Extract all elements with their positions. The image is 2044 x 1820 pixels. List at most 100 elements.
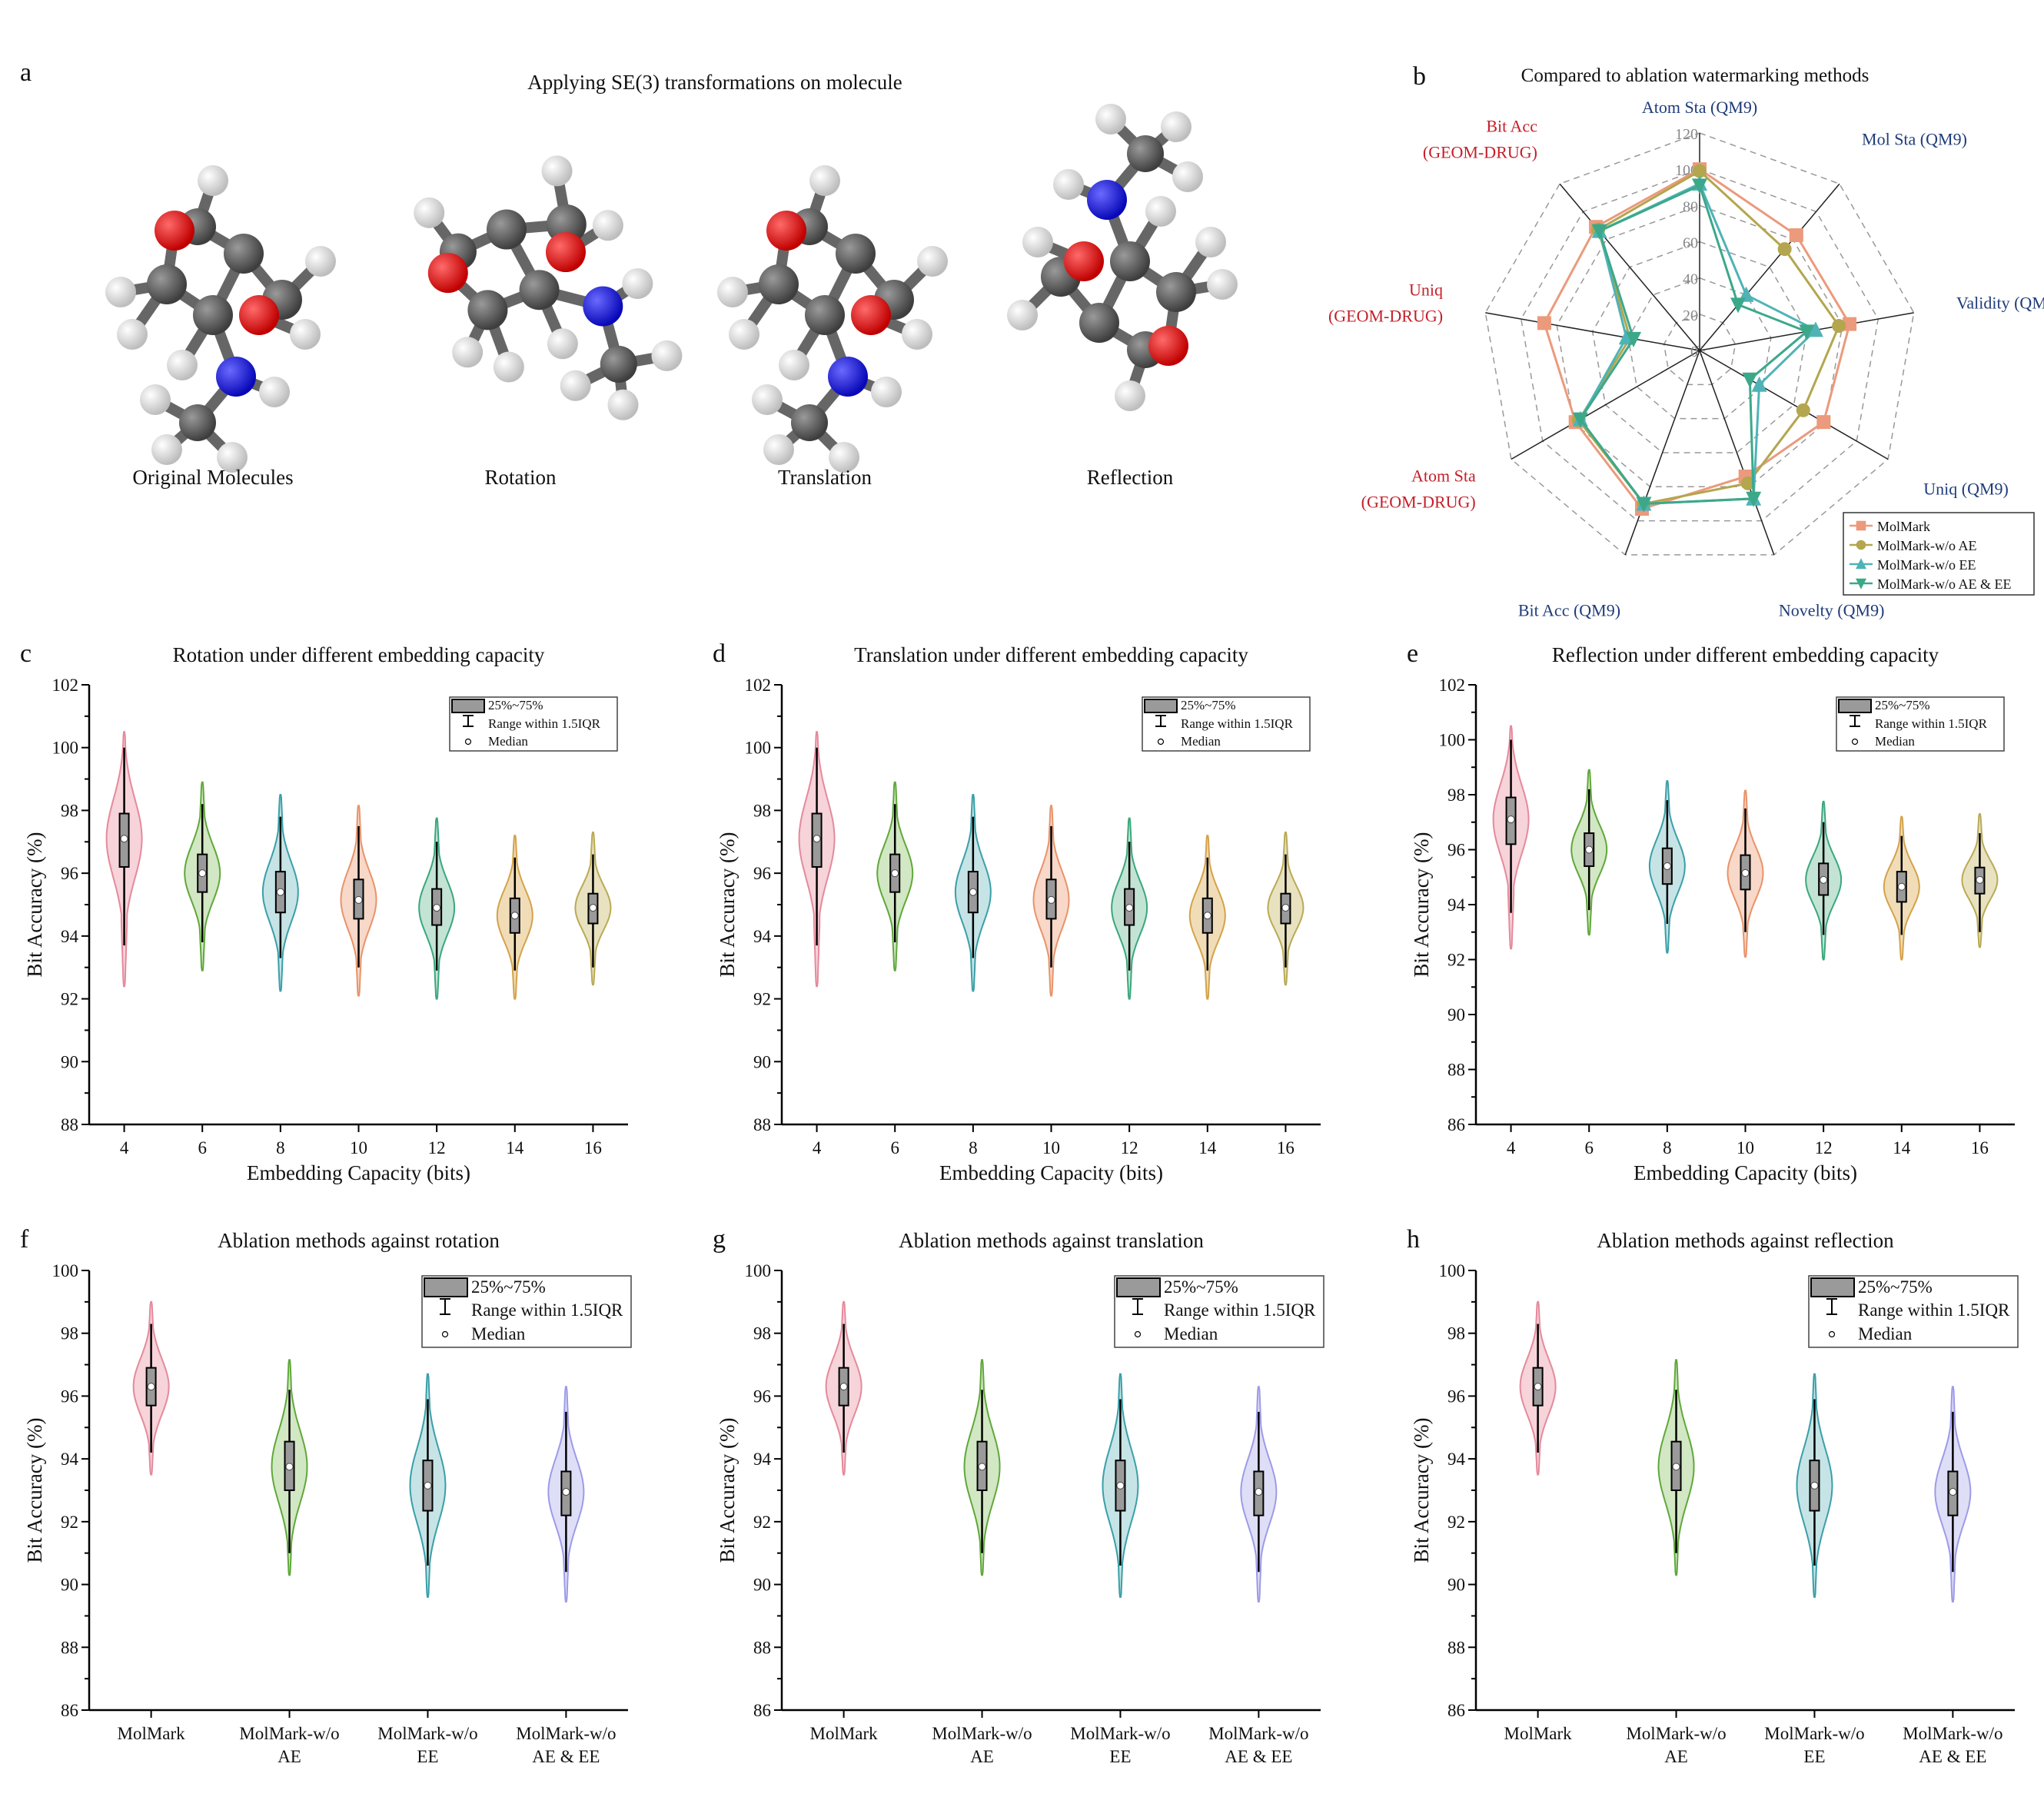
median-marker xyxy=(1810,1481,1819,1490)
hydrogen-atom xyxy=(607,389,639,420)
legend-whisker-label: Range within 1.5IQR xyxy=(471,1300,623,1320)
violin-0 xyxy=(1519,1300,1557,1476)
median-marker xyxy=(147,1383,155,1391)
radar-series-3 xyxy=(1572,178,1815,513)
violin-4 xyxy=(418,817,456,1000)
hydrogen-atom xyxy=(622,268,653,300)
legend-whisker-label: Range within 1.5IQR xyxy=(1164,1300,1316,1320)
nitrogen-atom xyxy=(583,286,623,327)
y-tick-label: 90 xyxy=(1447,1005,1465,1025)
y-tick-label: 86 xyxy=(61,1701,78,1720)
violin-0 xyxy=(105,731,143,988)
marker-circle xyxy=(1777,242,1792,257)
median-marker xyxy=(276,888,284,896)
panel-a: a Applying SE(3) transformations on mole… xyxy=(20,58,1238,489)
chart-title: Reflection under different embedding cap… xyxy=(1552,643,1939,666)
hydrogen-atom xyxy=(290,319,321,350)
oxygen-atom xyxy=(239,295,279,335)
y-tick-label: 88 xyxy=(61,1115,78,1134)
violin-0 xyxy=(132,1300,170,1476)
violin-chart-g: g Ablation methods against translation 86 8… xyxy=(713,1225,1324,1766)
oxygen-atom xyxy=(1064,241,1104,281)
radar-axis-label: (GEOM-DRUG) xyxy=(1328,307,1443,326)
violin-5 xyxy=(1883,815,1920,961)
median-marker xyxy=(891,869,899,878)
y-axis-label: Bit Accuracy (%) xyxy=(23,1418,46,1563)
hydrogen-atom xyxy=(871,377,902,407)
x-tick-label: 10 xyxy=(350,1138,367,1157)
x-tick-label: MolMark-w/o xyxy=(1903,1724,2002,1743)
hydrogen-atom xyxy=(1095,104,1126,135)
legend-median-icon xyxy=(441,1330,449,1338)
median-marker xyxy=(424,1481,432,1490)
legend-box-label: 25%~75% xyxy=(1181,698,1236,712)
marker-triangle-down xyxy=(1742,372,1758,388)
hydrogen-atom xyxy=(1053,169,1084,200)
hydrogen-atom xyxy=(717,277,748,307)
radar-title: Compared to ablation watermarking method… xyxy=(1521,65,1870,86)
legend-box-label: 25%~75% xyxy=(1164,1277,1238,1297)
marker-triangle-up xyxy=(1807,321,1823,337)
radar-tick-label: 120 xyxy=(1675,126,1698,143)
y-tick-label: 100 xyxy=(52,1261,79,1280)
legend-median-icon xyxy=(1851,738,1859,746)
legend-box-label: 25%~75% xyxy=(1875,698,1930,712)
marker-square xyxy=(1843,317,1857,331)
carbon-atom xyxy=(486,209,527,250)
legend-median-icon xyxy=(1157,738,1165,746)
y-tick-label: 102 xyxy=(745,676,772,695)
y-tick-label: 88 xyxy=(61,1638,78,1657)
violin-legend: 25%~75% Range within 1.5IQR Median xyxy=(1114,1275,1324,1348)
radar-axis-label: Atom Sta (QM9) xyxy=(1642,98,1757,117)
oxygen-atom xyxy=(427,253,468,294)
y-tick-label: 100 xyxy=(745,739,772,758)
x-tick-label: 8 xyxy=(1663,1138,1672,1157)
oxygen-atom xyxy=(766,211,806,251)
legend-label: MolMark-w/o AE xyxy=(1877,538,1977,553)
y-tick-label: 94 xyxy=(1447,895,1466,915)
y-axis-label: Bit Accuracy (%) xyxy=(1410,832,1433,978)
y-tick-label: 88 xyxy=(1447,1638,1465,1657)
legend-label: MolMark xyxy=(1877,519,1930,534)
legend-median-icon xyxy=(1828,1330,1836,1338)
x-tick-label: 12 xyxy=(428,1138,446,1157)
marker-circle xyxy=(1740,476,1755,490)
marker-triangle-down xyxy=(1692,178,1707,194)
y-tick-label: 96 xyxy=(1447,841,1465,860)
hydrogen-atom xyxy=(752,384,783,415)
radar-axis-label: (GEOM-DRUG) xyxy=(1423,143,1537,162)
y-tick-label: 88 xyxy=(753,1638,771,1657)
violin-0 xyxy=(825,1300,862,1476)
y-axis-label: Bit Accuracy (%) xyxy=(716,1418,739,1563)
x-tick-label: AE & EE xyxy=(1919,1747,1986,1766)
y-tick-label: 94 xyxy=(61,1450,79,1469)
carbon-atom xyxy=(224,234,264,274)
x-tick-label: MolMark-w/o xyxy=(1764,1724,1864,1743)
marker-triangle-down xyxy=(1626,331,1642,347)
hydrogen-atom xyxy=(779,350,809,380)
marker-triangle-down xyxy=(1799,324,1815,340)
median-marker xyxy=(433,904,441,912)
hydrogen-atom xyxy=(1161,111,1192,142)
carbon-atom xyxy=(1127,135,1164,172)
violin-4 xyxy=(1111,817,1148,1000)
carbon-atom xyxy=(546,204,587,245)
radar-series-line xyxy=(1578,184,1810,505)
chart-title: Ablation methods against reflection xyxy=(1597,1229,1894,1252)
hydrogen-atom xyxy=(1172,161,1203,192)
median-marker xyxy=(285,1463,294,1471)
caption-original: Original Molecules xyxy=(132,466,293,489)
radar-axis xyxy=(1699,350,1775,556)
hydrogen-atom xyxy=(651,340,683,371)
y-tick-label: 102 xyxy=(52,676,79,695)
y-tick-label: 90 xyxy=(61,1576,78,1595)
violin-legend: 25%~75% Range within 1.5IQR Median xyxy=(421,1275,632,1348)
x-tick-label: MolMark-w/o xyxy=(1626,1724,1726,1743)
carbon-atom xyxy=(791,404,828,441)
median-marker xyxy=(1672,1463,1680,1471)
oxygen-atom xyxy=(155,211,194,251)
hydrogen-atom xyxy=(1007,300,1038,330)
x-axis-label: Embedding Capacity (bits) xyxy=(1634,1161,1857,1184)
legend-whisker-label: Range within 1.5IQR xyxy=(1181,716,1294,731)
hydrogen-atom xyxy=(729,319,759,350)
